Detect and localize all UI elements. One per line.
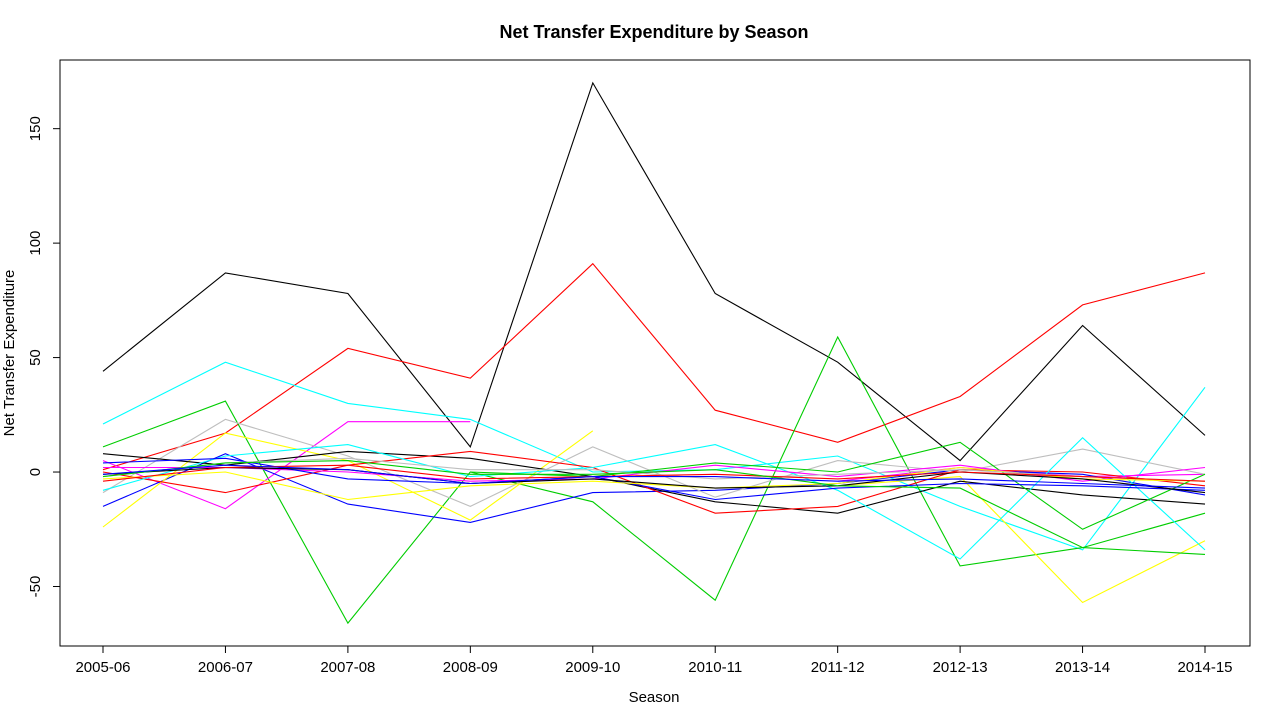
chart-title: Net Transfer Expenditure by Season [499, 22, 808, 42]
y-tick-label: 0 [27, 468, 44, 476]
series-line-3 [102, 361, 1206, 551]
series-line-10 [102, 450, 1206, 514]
x-tick-label: 2010-11 [688, 659, 742, 676]
x-tick-label: 2013-14 [1055, 659, 1110, 676]
series-line-9 [102, 450, 1206, 514]
series-line-20 [102, 464, 1206, 489]
y-axis-label: Net Transfer Expenditure [1, 270, 18, 437]
series-line-16 [102, 457, 1206, 482]
series-line-11 [102, 436, 1206, 560]
series-line-18 [102, 464, 1206, 482]
x-tick-label: 2012-13 [933, 659, 988, 676]
series-line-1 [102, 81, 1206, 462]
x-tick-label: 2005-06 [75, 659, 130, 676]
x-axis-label: Season [629, 689, 680, 706]
series-layer [102, 81, 1206, 625]
x-axis: 2005-06 2006-07 2007-08 2008-09 2009-10 2010-… [75, 645, 1233, 676]
y-axis: -50 0 50 100 150 [27, 116, 61, 598]
series-line-17 [102, 466, 1206, 494]
series-line-4 [102, 335, 1206, 625]
series-line-2 [102, 262, 1206, 471]
x-tick-label: 2007-08 [320, 659, 375, 676]
x-tick-label: 2008-09 [443, 659, 498, 676]
x-tick-label: 2009-10 [565, 659, 620, 676]
y-tick-label: -50 [27, 576, 44, 598]
y-tick-label: 50 [27, 349, 44, 366]
x-tick-label: 2011-12 [811, 659, 865, 676]
y-tick-label: 100 [27, 231, 44, 256]
y-tick-label: 150 [27, 116, 44, 141]
series-line-19 [102, 460, 1206, 555]
plot-frame [59, 59, 1251, 647]
series-line-8 [102, 418, 1206, 508]
x-tick-label: 2006-07 [198, 659, 253, 676]
x-tick-label: 2014-15 [1177, 659, 1232, 676]
